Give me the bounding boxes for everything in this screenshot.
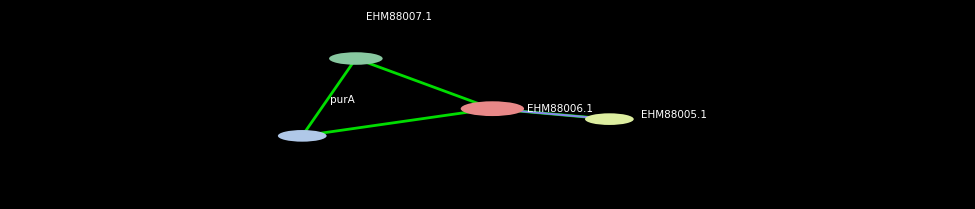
Text: EHM88007.1: EHM88007.1 [366, 12, 432, 22]
Ellipse shape [330, 52, 382, 65]
Text: purA: purA [330, 95, 354, 105]
Ellipse shape [278, 130, 327, 142]
Text: EHM88005.1: EHM88005.1 [641, 110, 707, 120]
Ellipse shape [460, 101, 525, 116]
Ellipse shape [585, 113, 634, 125]
Text: EHM88006.1: EHM88006.1 [526, 104, 593, 114]
